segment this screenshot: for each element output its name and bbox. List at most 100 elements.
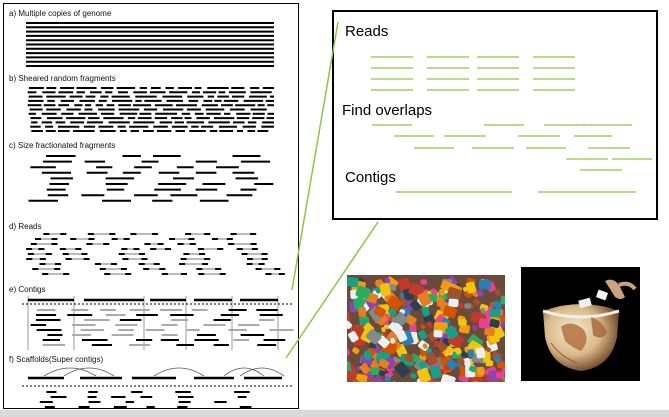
puzzle-piece — [378, 358, 390, 369]
scaffold-link — [239, 367, 285, 377]
puzzle-piece — [458, 302, 464, 309]
puzzle-piece — [501, 367, 505, 375]
puzzle-piece — [436, 300, 445, 307]
puzzle-piece — [488, 370, 499, 382]
footer-strip — [0, 410, 669, 417]
puzzle-piece — [444, 325, 459, 340]
puzzle-piece — [480, 307, 486, 314]
assembly-overview-box: Reads Find overlaps Contigs — [332, 10, 658, 220]
puzzle-piece — [363, 350, 373, 361]
reads-heading: Reads — [345, 23, 389, 40]
scaffold-link — [43, 367, 97, 377]
puzzle-piece — [375, 287, 382, 294]
puzzle-piece — [373, 305, 387, 318]
puzzle-piece — [442, 305, 458, 319]
puzzle-piece — [484, 326, 496, 336]
puzzle-piece — [426, 321, 433, 328]
scaffold-link — [153, 367, 205, 377]
label-reads: d) Reads — [9, 222, 42, 231]
puzzle-icon — [347, 275, 505, 382]
puzzle-piece — [454, 346, 462, 355]
puzzle-piece — [418, 360, 428, 370]
puzzle-piece — [371, 375, 386, 382]
puzzle-piece — [350, 289, 358, 299]
puzzle-piece — [384, 376, 391, 382]
label-size-fractionated: c) Size fractionated fragments — [9, 141, 116, 150]
puzzle-piece — [347, 320, 353, 329]
puzzle-piece — [396, 329, 408, 343]
puzzle-piece — [492, 300, 503, 310]
puzzle-piece — [391, 316, 400, 324]
puzzle-piece — [485, 360, 494, 367]
puzzle-piece — [459, 365, 467, 373]
puzzle-piece — [464, 303, 472, 309]
puzzle-piece — [473, 298, 481, 306]
assembly-steps-drawing — [22, 22, 294, 408]
puzzle-piece — [430, 288, 438, 296]
puzzle-piece — [417, 367, 432, 382]
puzzle-piece — [493, 355, 502, 364]
puzzle-piece — [365, 329, 382, 345]
puzzle-piece — [420, 279, 428, 285]
puzzle-piece — [352, 379, 361, 382]
puzzle-piece — [485, 347, 491, 353]
puzzle-piece — [386, 295, 403, 312]
puzzle-piece — [394, 361, 410, 378]
puzzle-piece — [421, 307, 431, 317]
puzzle-piece — [440, 374, 456, 382]
puzzle-piece — [352, 347, 360, 355]
puzzle-piece — [360, 318, 368, 325]
puzzle-piece — [429, 365, 442, 379]
puzzle-piece — [477, 289, 484, 297]
puzzle-piece — [404, 314, 417, 326]
puzzle-piece — [489, 318, 500, 329]
puzzle-piece — [478, 318, 492, 329]
puzzle-piece — [410, 299, 422, 312]
puzzle-piece — [499, 314, 505, 323]
puzzle-piece — [381, 327, 386, 333]
puzzle-piece — [417, 291, 432, 307]
genome-assembly-figure: a) Multiple copies of genome b) Sheared … — [3, 3, 299, 409]
globe-puzzle-photo — [521, 267, 640, 381]
label-scaffolds: f) Scaffolds(Super contigs) — [9, 355, 104, 364]
globe-icon — [542, 279, 637, 371]
puzzle-piece — [422, 343, 428, 349]
puzzle-piece — [444, 365, 450, 371]
puzzle-piece — [384, 277, 391, 285]
puzzle-piece — [387, 331, 399, 343]
puzzle-piece — [348, 331, 359, 343]
puzzle-piece — [418, 330, 428, 340]
puzzle-piece — [500, 295, 505, 306]
label-multiple-copies: a) Multiple copies of genome — [9, 9, 112, 18]
puzzle-piece — [359, 363, 371, 375]
find-overlaps-heading: Find overlaps — [342, 102, 433, 119]
puzzle-piece — [489, 308, 501, 318]
puzzle-piece — [494, 289, 501, 296]
puzzle-piece — [390, 337, 396, 344]
puzzle-piece — [433, 330, 443, 338]
puzzle-piece — [383, 323, 390, 330]
puzzle-piece — [467, 349, 475, 358]
puzzle-piece — [477, 366, 485, 376]
puzzle-piece — [458, 318, 467, 326]
puzzle-piece — [379, 283, 391, 297]
puzzle-piece — [410, 372, 417, 379]
puzzle-piece — [448, 298, 459, 308]
puzzle-piece — [478, 280, 491, 290]
scaffold-link — [223, 367, 265, 377]
overlap-lines-drawing — [371, 56, 652, 193]
jigsaw-pieces-photo — [347, 275, 505, 382]
puzzle-piece — [408, 282, 425, 297]
puzzle-piece — [456, 357, 465, 366]
puzzle-piece — [420, 324, 426, 329]
puzzle-piece — [463, 357, 471, 367]
puzzle-piece — [475, 347, 486, 359]
puzzle-piece — [352, 296, 364, 310]
puzzle-piece — [446, 358, 458, 370]
puzzle-piece — [495, 371, 504, 379]
puzzle-piece — [347, 276, 359, 288]
label-sheared-fragments: b) Sheared random fragments — [9, 74, 116, 83]
puzzle-piece — [468, 365, 477, 373]
puzzle-piece — [378, 370, 386, 377]
puzzle-piece — [355, 285, 371, 300]
